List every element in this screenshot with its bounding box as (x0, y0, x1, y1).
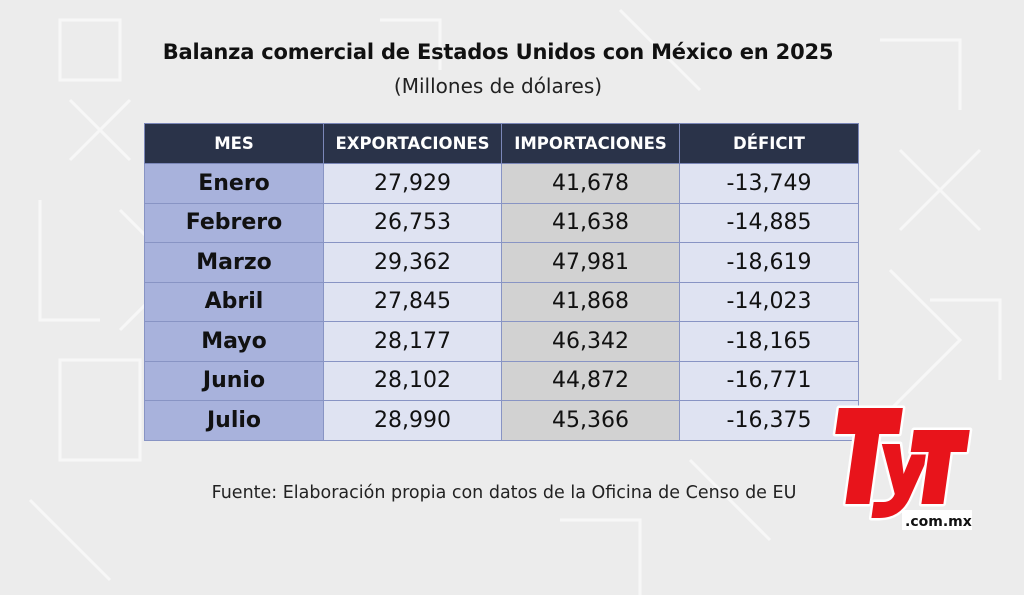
source-note: Fuente: Elaboración propia con datos de … (211, 483, 797, 503)
deficit-cell: -18,165 (679, 321, 859, 362)
deficit-cell: -13,749 (679, 163, 859, 204)
month-cell: Febrero (144, 202, 324, 243)
month-cell: Julio (144, 400, 324, 441)
imports-cell: 41,678 (501, 163, 680, 204)
column-header: IMPORTACIONES (501, 123, 680, 164)
table-header-row: MES EXPORTACIONES IMPORTACIONES DÉFICIT (144, 123, 859, 164)
table-row: Julio 28,990 45,366 -16,375 (144, 400, 859, 441)
imports-cell: 41,868 (501, 281, 680, 322)
exports-cell: 26,753 (323, 202, 502, 243)
column-header: MES (144, 123, 324, 164)
trade-balance-table: MES EXPORTACIONES IMPORTACIONES DÉFICIT … (144, 123, 859, 441)
month-cell: Enero (144, 163, 324, 204)
table-row: Junio 28,102 44,872 -16,771 (144, 360, 859, 401)
exports-cell: 28,177 (323, 321, 502, 362)
imports-cell: 45,366 (501, 400, 680, 441)
table-row: Febrero 26,753 41,638 -14,885 (144, 202, 859, 243)
month-cell: Abril (144, 281, 324, 322)
column-header: EXPORTACIONES (323, 123, 502, 164)
table-row: Abril 27,845 41,868 -14,023 (144, 281, 859, 322)
table-row: Enero 27,929 41,678 -13,749 (144, 163, 859, 204)
table-row: Mayo 28,177 46,342 -18,165 (144, 321, 859, 362)
imports-cell: 41,638 (501, 202, 680, 243)
month-cell: Marzo (144, 242, 324, 283)
exports-cell: 27,845 (323, 281, 502, 322)
deficit-cell: -16,771 (679, 360, 859, 401)
table-row: Marzo 29,362 47,981 -18,619 (144, 242, 859, 283)
imports-cell: 47,981 (501, 242, 680, 283)
chart-title: Balanza comercial de Estados Unidos con … (162, 40, 834, 64)
deficit-cell: -14,023 (679, 281, 859, 322)
imports-cell: 46,342 (501, 321, 680, 362)
exports-cell: 28,102 (323, 360, 502, 401)
deficit-cell: -16,375 (679, 400, 859, 441)
deficit-cell: -18,619 (679, 242, 859, 283)
exports-cell: 29,362 (323, 242, 502, 283)
month-cell: Mayo (144, 321, 324, 362)
tyt-logo: .com.mx (832, 405, 973, 530)
logo-domain: .com.mx (905, 514, 972, 530)
column-header: DÉFICIT (679, 123, 859, 164)
imports-cell: 44,872 (501, 360, 680, 401)
exports-cell: 27,929 (323, 163, 502, 204)
exports-cell: 28,990 (323, 400, 502, 441)
deficit-cell: -14,885 (679, 202, 859, 243)
chart-subtitle: (Millones de dólares) (393, 74, 603, 98)
month-cell: Junio (144, 360, 324, 401)
